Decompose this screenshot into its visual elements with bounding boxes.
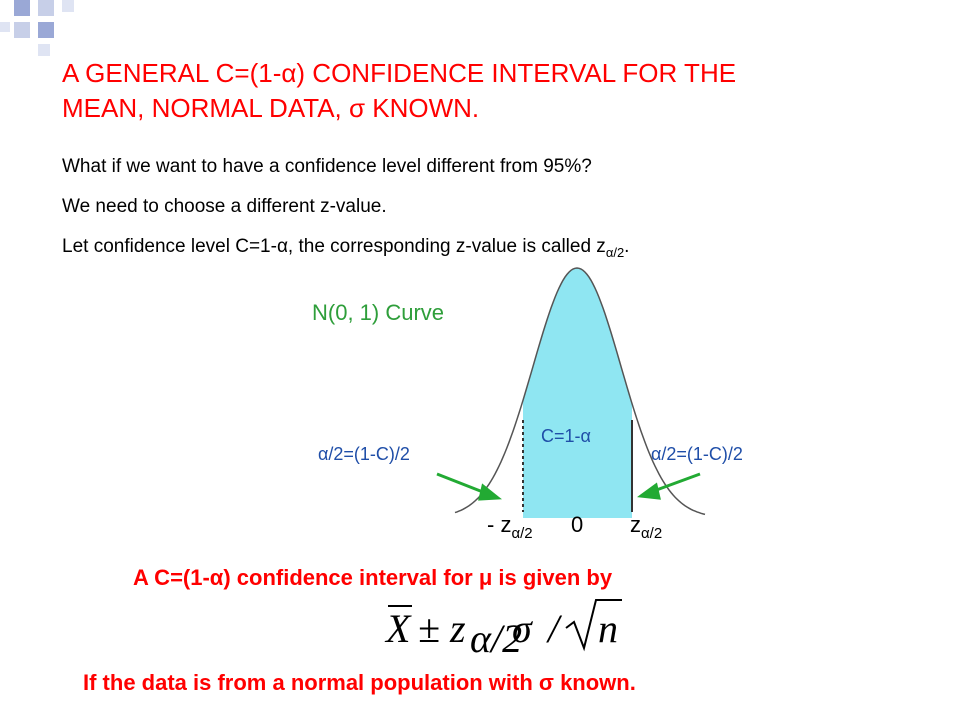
subscript: α/2 xyxy=(511,525,532,542)
tail-label: α/2=(1-C)/2 xyxy=(318,444,410,464)
subscript: α/2 xyxy=(470,616,522,661)
n: n xyxy=(598,606,618,651)
curve-part xyxy=(523,268,632,518)
sigma: σ xyxy=(512,606,533,651)
bullet: What if we want to have a confidence lev… xyxy=(62,156,592,177)
normal-curve xyxy=(454,267,706,518)
curve-label: N(0, 1) Curve xyxy=(312,300,444,325)
bullet-text: Let confidence level C=1-α, the correspo… xyxy=(62,236,606,257)
z-text: - z xyxy=(487,512,511,537)
curve-part xyxy=(454,267,706,516)
mean: X xyxy=(384,606,412,651)
z-text: z xyxy=(630,512,641,537)
right-z: zα/2 xyxy=(630,512,662,542)
z: z xyxy=(449,606,466,651)
corner-decoration xyxy=(0,0,74,56)
bullet: Let confidence level C=1-α, the correspo… xyxy=(62,236,629,260)
bullet: We need to choose a different z-value. xyxy=(62,196,387,217)
title-line: MEAN, NORMAL DATA, σ KNOWN. xyxy=(62,93,479,123)
tail-label: α/2=(1-C)/2 xyxy=(651,444,743,464)
title-line: A GENERAL C=(1-α) CONFIDENCE INTERVAL FO… xyxy=(62,58,736,88)
slash: / xyxy=(546,606,563,651)
subscript: α/2 xyxy=(641,525,662,542)
formula: X ± z α/2 σ / n xyxy=(384,599,622,661)
subscript: α/2 xyxy=(606,245,624,260)
arrows xyxy=(436,472,701,501)
left-z: - zα/2 xyxy=(487,512,533,542)
center-label: C=1-α xyxy=(541,426,591,446)
zero: 0 xyxy=(571,512,583,537)
statement: A C=(1-α) confidence interval for μ is g… xyxy=(133,565,613,590)
bullet-end: . xyxy=(624,236,629,257)
pm: ± xyxy=(418,606,440,651)
condition: If the data is from a normal population … xyxy=(83,670,636,695)
